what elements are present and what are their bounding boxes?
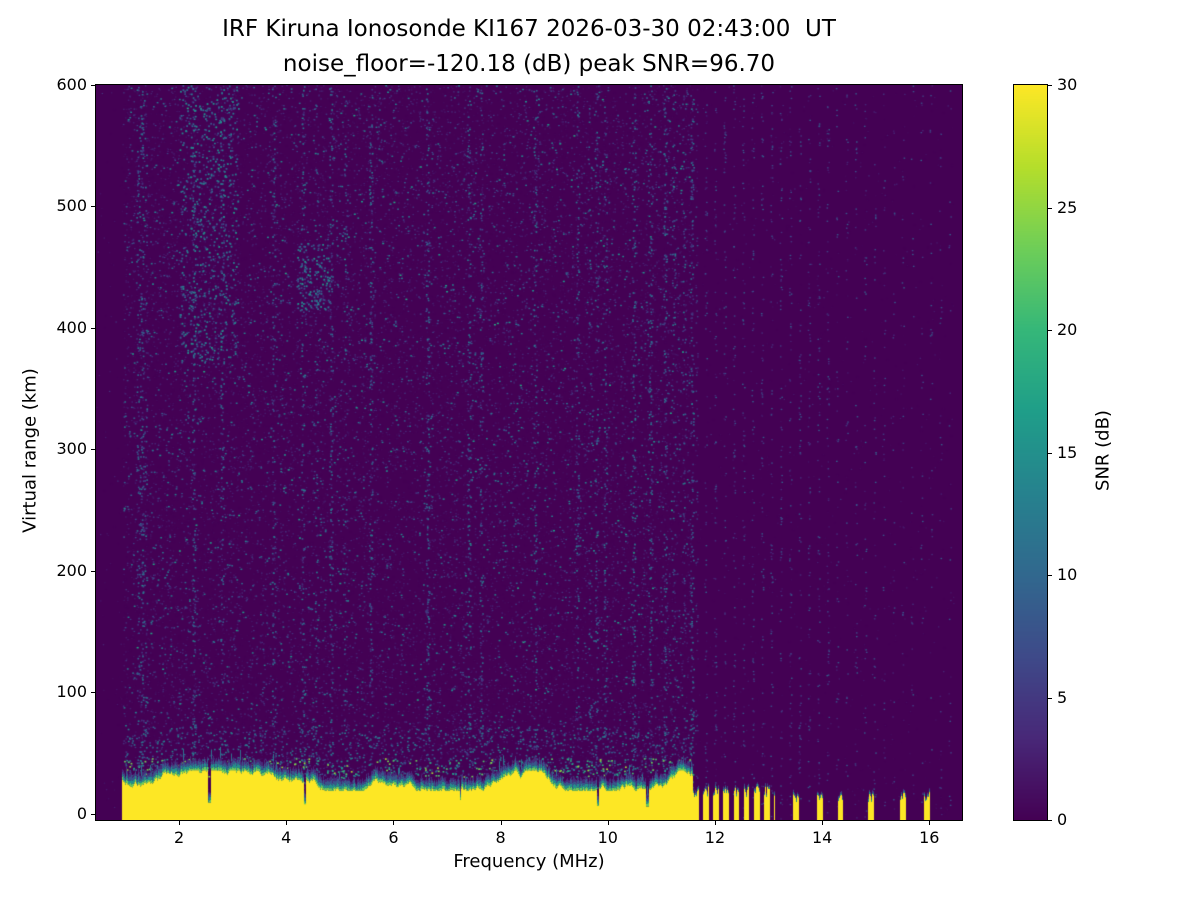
y-tick-label: 500 [56,196,87,216]
colorbar-tick-mark [1048,207,1052,209]
colorbar-tick-mark [1048,697,1052,699]
colorbar-tick-label: 20 [1057,320,1078,339]
x-tick-mark [393,821,395,825]
y-tick-label: 300 [56,439,87,459]
x-tick-mark [286,821,288,825]
x-tick-mark [179,821,181,825]
chart-title: IRF Kiruna Ionosonde KI167 2026-03-30 02… [222,16,836,42]
y-tick-label: 600 [56,75,87,94]
colorbar-tick-label: 0 [1057,810,1068,829]
colorbar-tick-mark [1048,575,1052,576]
colorbar-tick-label: 15 [1057,442,1078,462]
colorbar-tick-label: 30 [1057,75,1078,94]
x-tick-label: 14 [811,828,833,847]
x-axis-label: Frequency (MHz) [453,851,605,872]
x-tick-label: 16 [919,828,940,847]
y-tick-mark [91,449,95,451]
colorbar-tick-mark [1048,85,1052,86]
y-tick-mark [91,327,95,329]
y-tick-label: 400 [56,317,87,337]
y-tick-mark [91,570,95,572]
ionogram-heatmap [95,84,963,821]
x-tick-mark [929,821,931,825]
x-tick-mark [822,821,824,825]
x-tick-mark [500,821,502,825]
y-tick-label: 0 [76,803,87,823]
colorbar-tick-label: 5 [1057,687,1068,707]
x-tick-mark [607,821,609,825]
y-tick-mark [91,206,95,208]
y-tick-mark [91,692,95,694]
x-tick-label: 2 [173,828,185,847]
x-tick-label: 12 [704,828,726,847]
colorbar-gradient [1014,85,1047,820]
x-tick-label: 6 [388,828,399,847]
colorbar [1013,84,1048,821]
y-tick-mark [91,813,95,815]
colorbar-tick-label: 10 [1057,565,1078,584]
colorbar-tick-mark [1048,820,1052,821]
colorbar-tick-mark [1048,452,1052,454]
chart-subtitle: noise_floor=-120.18 (dB) peak SNR=96.70 [282,51,776,77]
y-tick-mark [91,85,95,86]
x-tick-mark [714,821,716,825]
colorbar-tick-label: 25 [1057,197,1078,217]
y-tick-label: 100 [56,682,87,702]
y-tick-label: 200 [56,560,87,580]
colorbar-tick-mark [1048,330,1052,331]
heatmap-canvas [96,85,962,820]
x-tick-label: 4 [281,828,292,847]
x-tick-label: 10 [597,828,618,847]
x-tick-label: 8 [495,828,506,847]
